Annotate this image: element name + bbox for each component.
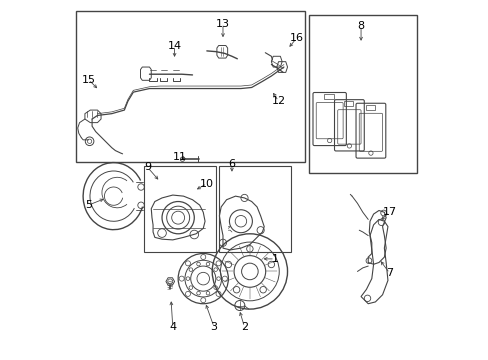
Bar [323,94,334,99]
Text: 2: 2 [241,322,247,332]
Text: 9: 9 [144,162,151,172]
Text: 17: 17 [382,207,396,217]
Text: 8: 8 [357,21,364,31]
Bar [308,15,416,173]
Text: 5: 5 [85,200,92,210]
Text: 7: 7 [386,268,392,278]
Text: 13: 13 [216,19,229,29]
Text: 16: 16 [289,33,303,43]
Bar [76,12,305,162]
Text: 14: 14 [167,41,181,50]
Text: 12: 12 [271,96,285,106]
Bar [344,101,353,107]
Bar [365,105,374,110]
Text: 15: 15 [81,75,95,85]
Bar [219,166,290,252]
Bar [144,166,215,252]
Text: 6: 6 [228,159,235,169]
Text: 11: 11 [173,152,186,162]
Text: 4: 4 [169,322,176,332]
Text: 3: 3 [210,322,217,332]
Text: 10: 10 [200,179,213,189]
Text: 1: 1 [271,254,278,264]
